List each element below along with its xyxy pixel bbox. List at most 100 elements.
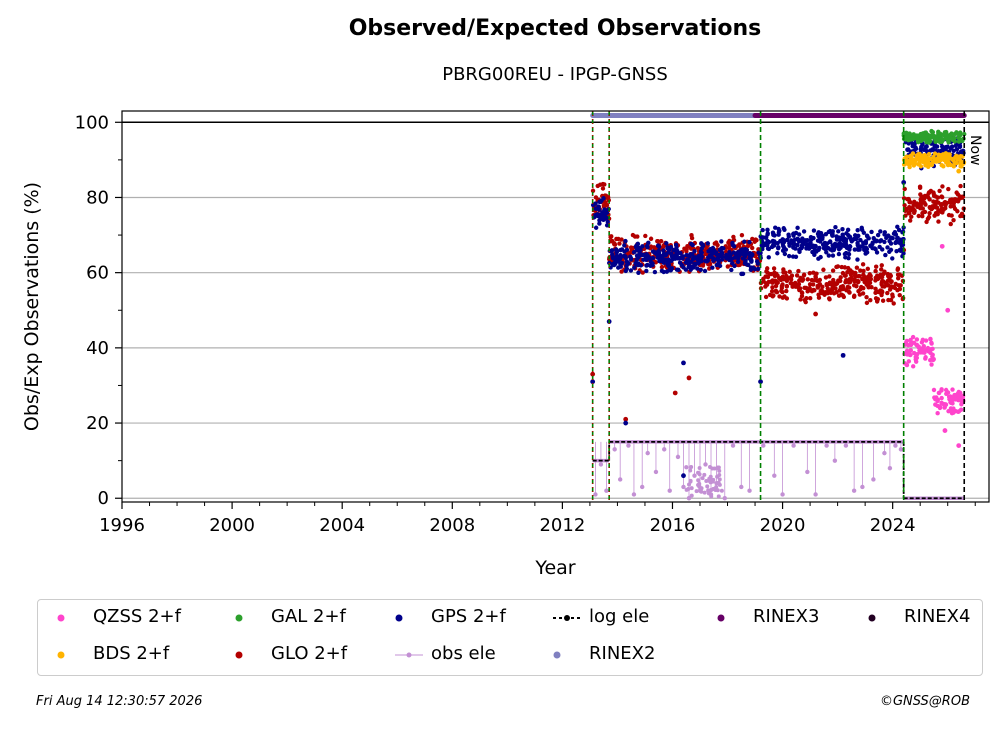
obs-ele-point [882, 450, 887, 456]
glo-point [780, 282, 785, 287]
gps-point [732, 255, 738, 260]
glo-point [769, 289, 775, 294]
now-label: Now [967, 135, 983, 166]
glo-point [909, 214, 914, 219]
gps-point [858, 244, 864, 249]
glo-outlier [672, 390, 678, 396]
legend-dot [564, 615, 570, 621]
glo-point [882, 269, 887, 274]
gps-point [814, 249, 819, 254]
gps-point [776, 245, 781, 251]
gps-point [840, 233, 845, 239]
gps-point [618, 247, 623, 253]
glo-point [827, 274, 832, 279]
bds-point [920, 158, 925, 164]
glo-point [831, 286, 836, 291]
gps-point [852, 247, 858, 252]
qzss-point [919, 340, 925, 345]
qzss-outlier [942, 428, 948, 433]
gps-point [834, 237, 840, 242]
gps-point [906, 147, 911, 152]
gps-point [739, 271, 744, 277]
glo-point [798, 297, 803, 302]
gps-point [771, 240, 777, 246]
glo-point [865, 274, 871, 279]
gal-point [952, 135, 957, 141]
gps-point [785, 237, 790, 243]
gps-point [836, 247, 842, 252]
obs-ele-point [708, 464, 713, 469]
glo-point [712, 241, 717, 246]
glo-point [736, 262, 741, 268]
chart-subtitle: PBRG00REU - IPGP-GNSS [442, 64, 668, 85]
legend-dot [406, 652, 412, 658]
glo-point [915, 202, 920, 208]
obs-ele-point [640, 484, 645, 490]
glo-point [959, 211, 965, 216]
gps-point [811, 228, 817, 233]
glo-point [808, 296, 813, 301]
gps-outlier [681, 473, 686, 479]
gps-point [758, 250, 763, 256]
legend-label: BDS 2+f [93, 643, 170, 664]
glo-point [807, 282, 813, 287]
obs-ele-point [716, 494, 721, 499]
gps-point [892, 230, 898, 235]
obs-ele-point [681, 484, 686, 490]
glo-point [809, 277, 815, 283]
gps-point [746, 262, 751, 268]
obs-ele-point [705, 484, 710, 489]
gps-point [628, 257, 634, 262]
glo-point [847, 290, 852, 295]
gps-point [614, 247, 619, 252]
legend-dot [553, 651, 561, 659]
gps-point [875, 232, 881, 238]
legend-marker-gal [235, 614, 243, 622]
bds-point [948, 162, 953, 168]
gps-point [837, 242, 842, 248]
glo-point [936, 219, 941, 224]
gal-point [915, 134, 920, 140]
gps-point [773, 225, 778, 230]
qzss-point [926, 349, 931, 354]
glo-point [799, 293, 805, 299]
qzss-point [919, 347, 924, 352]
obs-ele-point [898, 447, 904, 452]
gps-point [652, 269, 658, 275]
gps-point [647, 256, 652, 261]
qzss-point [912, 350, 917, 356]
gps-point [648, 263, 653, 268]
gps-point [780, 238, 785, 244]
qzss-point [935, 411, 940, 416]
qzss-point [911, 340, 917, 346]
gps-point [650, 255, 656, 261]
obs-ele-point [715, 465, 720, 470]
gps-point [887, 249, 892, 255]
gps-point [721, 246, 726, 251]
gps-point [760, 227, 765, 233]
glo-point [787, 269, 792, 275]
glo-point [612, 241, 617, 246]
x-tick-label: 2024 [870, 515, 916, 536]
glo-point [952, 206, 958, 212]
gps-point [689, 264, 694, 269]
legend-marker-glo [235, 651, 243, 659]
glo-point [864, 300, 870, 306]
gps-point [895, 235, 900, 241]
gps-point [864, 233, 870, 238]
gps-point [705, 241, 711, 246]
glo-point [910, 206, 915, 212]
gps-point [859, 227, 865, 233]
glo-point [951, 201, 956, 206]
gps-point [655, 255, 660, 260]
bds-point [949, 156, 955, 162]
legend-marker-gps [395, 614, 403, 622]
gal-point [954, 130, 959, 135]
qzss-point [942, 405, 947, 410]
gps-outlier [758, 379, 763, 385]
glo-point [838, 275, 843, 280]
glo-point [942, 200, 947, 205]
glo-point [814, 271, 819, 276]
obs-ele-point [791, 443, 796, 448]
glo-point [864, 282, 869, 287]
